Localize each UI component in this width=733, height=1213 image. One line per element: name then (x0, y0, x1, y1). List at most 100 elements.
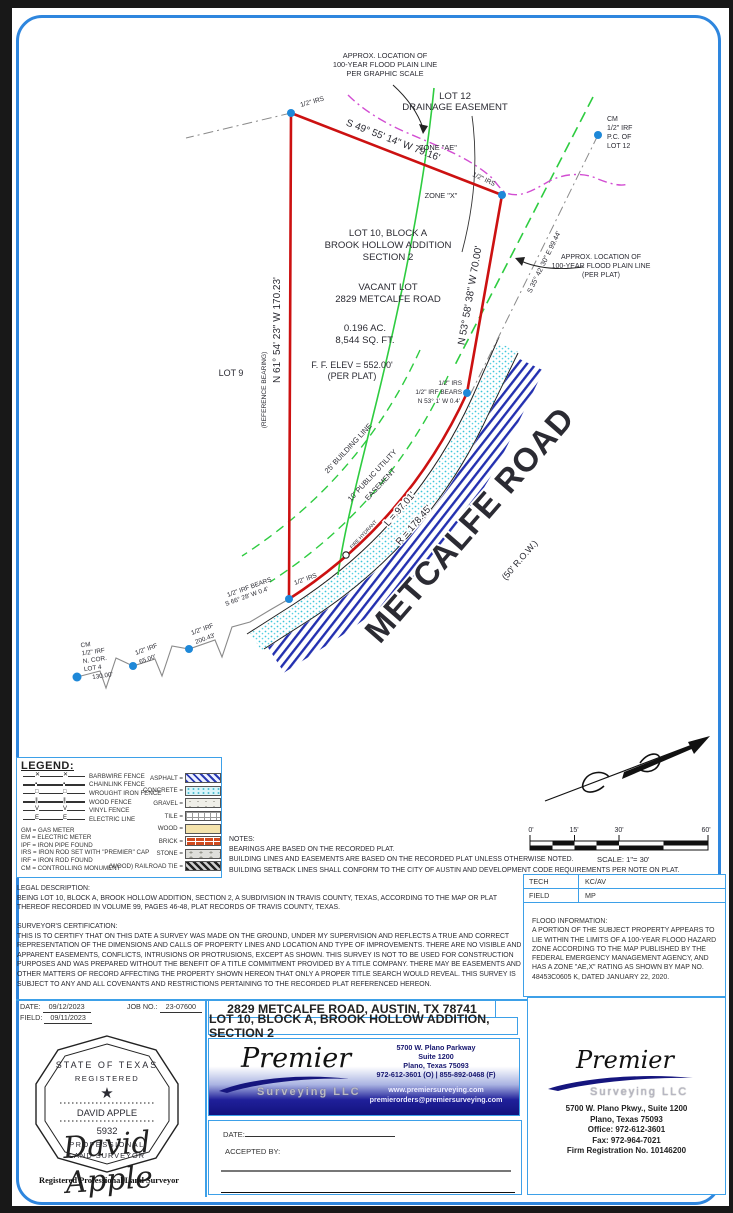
cm-lot4-label: CM (80, 641, 91, 649)
chainlink-fence-symbol: ▪ ▪ (23, 779, 85, 788)
flood-graphic-label: 100-YEAR FLOOD PLAIN LINE (333, 60, 437, 69)
field-value: MP (585, 891, 596, 900)
monument-dot-cm-lot4 (72, 672, 82, 682)
flood-plat-arrowhead (515, 257, 525, 266)
legal-description: LEGAL DESCRIPTION: BEING LOT 10, BLOCK A… (17, 884, 517, 913)
premier-firm-info: 5700 W. Plano Pkwy., Suite 1200 Plano, T… (565, 1104, 688, 1156)
property-address-bar: 2829 METCALFE ROAD, AUSTIN, TX 78741 (208, 1000, 496, 1019)
flood-line-graphic-green (337, 87, 435, 576)
material-label: TILE = (164, 812, 183, 820)
cm-lot4-label: N. COR. (82, 655, 107, 665)
divider-line (16, 999, 716, 1001)
building-line-dashed (241, 349, 421, 557)
reference-bearing-note: (REFERENCE BEARING) (261, 352, 268, 429)
flood-info-text: A PORTION OF THE SUBJECT PROPERTY APPEAR… (532, 927, 717, 981)
zone-x-label: ZONE "X" (425, 191, 458, 200)
premier-email: premierorders@premiersurveying.com (369, 1095, 503, 1104)
premier-right-sub: Surveying LLC (590, 1086, 689, 1098)
tech-value: KC/AV (585, 877, 607, 886)
certification-text: THIS IS TO CERTIFY THAT ON THIS DATE A S… (17, 932, 522, 988)
seal-name: DAVID APPLE (77, 1107, 137, 1118)
scale-tick-label: 15' (569, 827, 578, 834)
job-label: JOB NO.: (126, 1002, 158, 1011)
bearing-left-label: N 61° 54' 23" W 170.23' (272, 277, 283, 383)
cm-lot4-label: 130.00' (92, 671, 114, 681)
area-label: 8,544 SQ. FT. (335, 335, 394, 346)
wood-fence-symbol: ∥ ∥ (23, 796, 85, 805)
signature-line-1 (221, 1170, 511, 1172)
legend-title: LEGEND: (21, 760, 74, 772)
seal-number: 5932 (97, 1125, 118, 1136)
survey-drawing: APPROX. LOCATION OF 100-YEAR FLOOD PLAIN… (72, 51, 711, 864)
certification-title: SURVEYOR'S CERTIFICATION: (17, 923, 118, 930)
irf-bears-east-label: N 53° 1' W 0.4' (418, 397, 460, 405)
legend-materials: ASPHALT = CONCRETE = GRAVEL = TILE = WOO… (109, 772, 221, 873)
zone-boundary-curve (461, 115, 476, 253)
gravel-swatch (185, 798, 221, 809)
irf-65-label: 65.00' (138, 653, 157, 665)
lot-boundary (287, 111, 504, 602)
material-label: BRICK = (158, 837, 183, 845)
irs-label-east: 1/2" IRS (438, 380, 462, 387)
job-value: 23-07600 (159, 1002, 202, 1013)
flood-info-title: FLOOD INFORMATION: (532, 918, 608, 925)
wrought-iron-fence-symbol: □ □ (23, 788, 85, 797)
scale-tick-label: 30' (614, 827, 623, 834)
building-line-label: 25' BUILDING LINE (323, 421, 374, 475)
legend-abbrev: IPF = IRON PIPE FOUND (21, 841, 93, 849)
asphalt-swatch (185, 773, 221, 784)
date-value: 09/12/2023 (42, 1002, 91, 1013)
legend-fence-row: ∥ ∥ WOOD FENCE (21, 796, 221, 807)
irs-label-sw: 1/2" IRS (293, 572, 318, 587)
premier-logo-sub: Surveying LLC (257, 1086, 361, 1098)
fence-label: WOOD FENCE (89, 798, 132, 806)
monument-dot-ne (498, 191, 506, 199)
legend-box: LEGEND: ✕ ✕ BARBWIRE FENCE ▪ ▪ CHAINLINK F… (16, 757, 222, 878)
ff-elev-label: (PER PLAT) (328, 371, 377, 381)
scale-label: SCALE: 1"= 30' (597, 855, 650, 864)
barbwire-fence-symbol: ✕ ✕ (23, 771, 85, 780)
legal-title: LEGAL DESCRIPTION: (17, 885, 90, 892)
legend-fence-row: ✕ ✕ BARBWIRE FENCE (21, 771, 221, 781)
railroad-tie-swatch (185, 861, 221, 872)
material-label: ASPHALT = (150, 774, 183, 782)
tie-line-topleft (185, 112, 292, 139)
flood-line-plat-green-dashed (454, 96, 594, 366)
fence-label: BARBWIRE FENCE (89, 772, 145, 780)
material-label: CONCRETE = (142, 787, 183, 795)
seal-registered: REGISTERED (75, 1074, 139, 1083)
cm-lot4-label: LOT 4 (84, 664, 103, 673)
cm-lot12-label: LOT 12 (607, 143, 630, 150)
vacant-lot-label: VACANT LOT (358, 282, 417, 293)
lot-title: LOT 10, BLOCK A (349, 228, 428, 239)
road-row-label: (50' R.O.W.) (500, 538, 540, 582)
tie-line-zigzag-southwest (76, 598, 290, 690)
ff-elev-label: F. F. ELEV = 552.00' (311, 360, 393, 370)
notes-title: NOTES: (229, 836, 255, 843)
legend-fence-row: □ □ WROUGHT IRON FENCE (21, 788, 221, 798)
lot-title: BROOK HOLLOW ADDITION (325, 240, 452, 251)
legend-abbrev: IRF = IRON ROD FOUND (21, 856, 93, 864)
lot9-label: LOT 9 (219, 368, 244, 378)
cm-lot12-label: CM (607, 116, 618, 123)
field-date-value: 09/11/2023 (44, 1013, 92, 1024)
seal-star-icon: ★ (100, 1085, 113, 1102)
fence-label: CHAINLINK FENCE (89, 781, 145, 789)
flood-graphic-arrow (392, 84, 424, 129)
flood-graphic-label: PER GRAPHIC SCALE (346, 69, 423, 78)
legend-fence-row: ▪ ▪ CHAINLINK FENCE (21, 779, 221, 790)
tech-label: TECH (524, 875, 579, 888)
monument-dot-sw (285, 595, 293, 603)
monument-dot-irf200 (185, 645, 193, 653)
surveyor-signature: David Apple (61, 1125, 155, 1201)
road-edge-line-near (246, 336, 500, 635)
cm-lot4-label: 1/2" IRF (81, 647, 105, 657)
vacant-lot-label: 2829 METCALFE ROAD (335, 294, 441, 305)
premier-logo-name: Premier (241, 1043, 352, 1074)
seal-land-surveyor: LAND SURVEYOR (69, 1151, 145, 1160)
signature-line-2 (221, 1192, 515, 1193)
surveyor-certification: SURVEYOR'S CERTIFICATION: THIS IS TO CER… (17, 922, 522, 989)
